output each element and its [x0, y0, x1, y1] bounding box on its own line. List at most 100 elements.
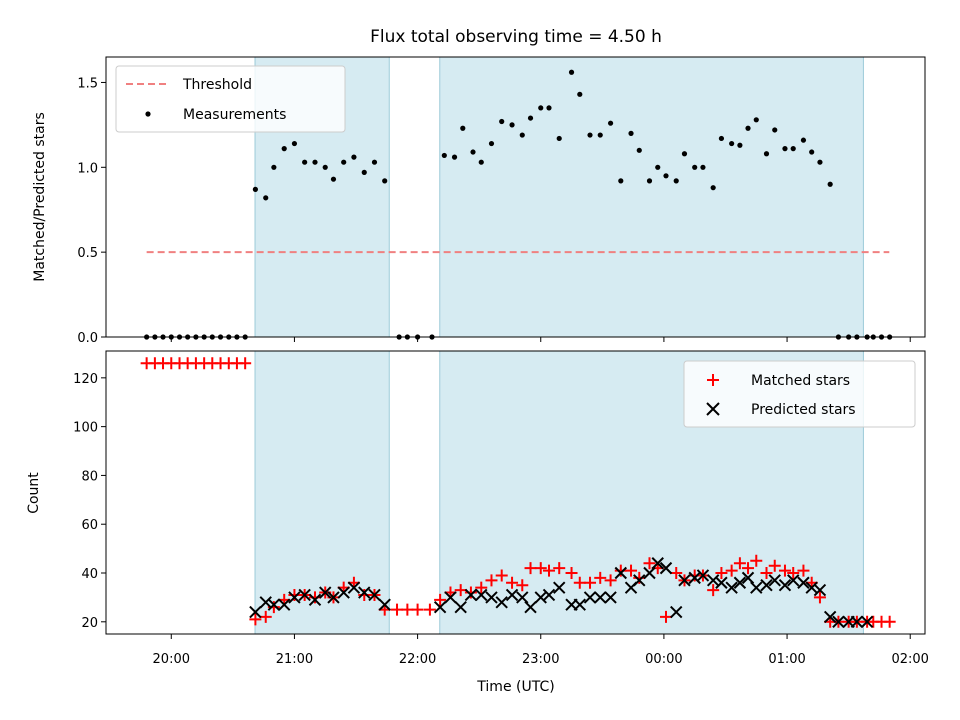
predicted-stars-point — [614, 566, 628, 580]
measurement-point — [597, 132, 603, 138]
measurement-point — [263, 195, 269, 201]
measurement-point — [341, 159, 347, 165]
predicted-stars-point — [298, 588, 311, 602]
measurement-point — [710, 185, 716, 191]
measurement-point — [681, 151, 688, 157]
predicted-stars-point — [805, 581, 818, 594]
predicted-stars-point — [787, 574, 800, 587]
matched-stars-point — [475, 581, 488, 594]
x-tick-label: 23:00 — [522, 652, 559, 667]
measurement-point — [556, 135, 562, 142]
measurement-point — [382, 178, 388, 184]
matched-stars-point — [787, 567, 800, 580]
y-tick-label: 80 — [81, 469, 98, 484]
measurement-point — [322, 164, 328, 170]
matched-legend-marker — [707, 374, 719, 386]
matched-stars-point — [614, 564, 627, 577]
predicted-stars-point — [633, 574, 646, 587]
predicted-stars-point — [678, 574, 691, 587]
matched-stars-point — [259, 610, 272, 623]
measurement-point — [281, 146, 287, 152]
matched-stars-point — [594, 571, 607, 584]
matched-stars-point — [768, 559, 781, 572]
predicted-stars-point — [832, 615, 845, 629]
predicted-stars-point — [464, 588, 478, 602]
measurement-point — [451, 154, 458, 160]
x-tick-label: 20:00 — [153, 652, 190, 667]
measurement-point — [499, 118, 505, 125]
matched-stars-point — [750, 554, 763, 567]
x-axis-label: Time (UTC) — [476, 679, 554, 695]
predicted-stars-point — [643, 566, 656, 580]
matched-stars-point — [883, 615, 896, 628]
predicted-stars-point — [583, 591, 597, 604]
y-tick-label: 60 — [81, 518, 98, 533]
predicted-stars-point — [696, 569, 710, 582]
measurement-point — [663, 173, 669, 179]
matched-stars-point — [358, 588, 371, 601]
measurement-point — [527, 115, 534, 121]
predicted-stars-point — [715, 576, 728, 589]
matched-stars-point — [288, 588, 301, 601]
matched-stars-point — [524, 562, 537, 575]
measurement-point — [546, 105, 552, 111]
predicted-stars-point — [823, 610, 837, 624]
predicted-stars-point — [495, 596, 508, 609]
measurement-point — [361, 169, 367, 175]
predicted-stars-point — [368, 588, 381, 602]
predicted-stars-point — [337, 586, 350, 599]
matched-stars-point — [643, 557, 656, 570]
measurement-point — [628, 130, 634, 136]
matched-stars-point — [625, 564, 638, 577]
matched-stars-point — [633, 571, 646, 584]
predicted-stars-point — [347, 581, 361, 594]
predicted-stars-point — [573, 598, 586, 611]
matched-stars-point — [485, 574, 498, 587]
measurement-point — [371, 159, 378, 165]
matched-stars-point — [797, 564, 810, 577]
measurement-point — [827, 181, 833, 187]
predicted-legend-marker — [706, 402, 720, 416]
measurement-point — [700, 164, 706, 170]
measurement-point — [460, 125, 466, 131]
count-series — [140, 357, 896, 629]
measurement-point — [441, 152, 447, 159]
matched-stars-point — [391, 603, 404, 616]
measurement-point — [618, 178, 624, 184]
ratio-legend-box — [115, 65, 346, 133]
matched-stars-point — [715, 567, 728, 580]
count-panel: 20 40 60 80 100 120 20:00 21:00 22:00 23:00 00:00… — [26, 350, 929, 695]
measurement-point — [302, 159, 308, 165]
observing-window-shading — [254, 56, 864, 338]
predicted-stars-point — [688, 571, 701, 585]
predicted-legend-label: Predicted stars — [751, 402, 856, 418]
predicted-stars-point — [358, 586, 371, 599]
matched-stars-point — [733, 557, 746, 570]
measurement-point — [655, 164, 661, 170]
measurement-point — [291, 140, 298, 147]
predicted-stars-point — [267, 598, 281, 611]
y-tick-label: 20 — [81, 616, 98, 631]
ratio-x-axis-ticks — [170, 337, 911, 342]
matched-stars-point — [670, 567, 683, 580]
predicted-stars-point — [454, 600, 467, 614]
predicted-stars-point — [813, 583, 827, 597]
matched-stars-point — [495, 569, 508, 582]
ratio-axes-frame — [105, 56, 926, 338]
measurement-point — [673, 178, 679, 184]
x-tick-label: 01:00 — [768, 652, 805, 667]
predicted-stars-point — [288, 591, 301, 604]
x-tick-label: 02:00 — [891, 652, 928, 667]
predicted-stars-point — [750, 581, 763, 594]
y-tick-label: 40 — [81, 567, 98, 582]
matched-stars-point — [454, 584, 467, 597]
predicted-stars-point — [733, 576, 747, 589]
x-tick-label: 21:00 — [276, 652, 313, 667]
matched-stars-point — [423, 603, 436, 616]
threshold-legend-label: Threshold — [182, 77, 252, 93]
matched-stars-point — [778, 564, 791, 577]
predicted-stars-point — [475, 588, 488, 602]
measurement-point — [509, 122, 515, 128]
predicted-stars-point — [797, 576, 810, 589]
measurement-point — [587, 132, 593, 138]
